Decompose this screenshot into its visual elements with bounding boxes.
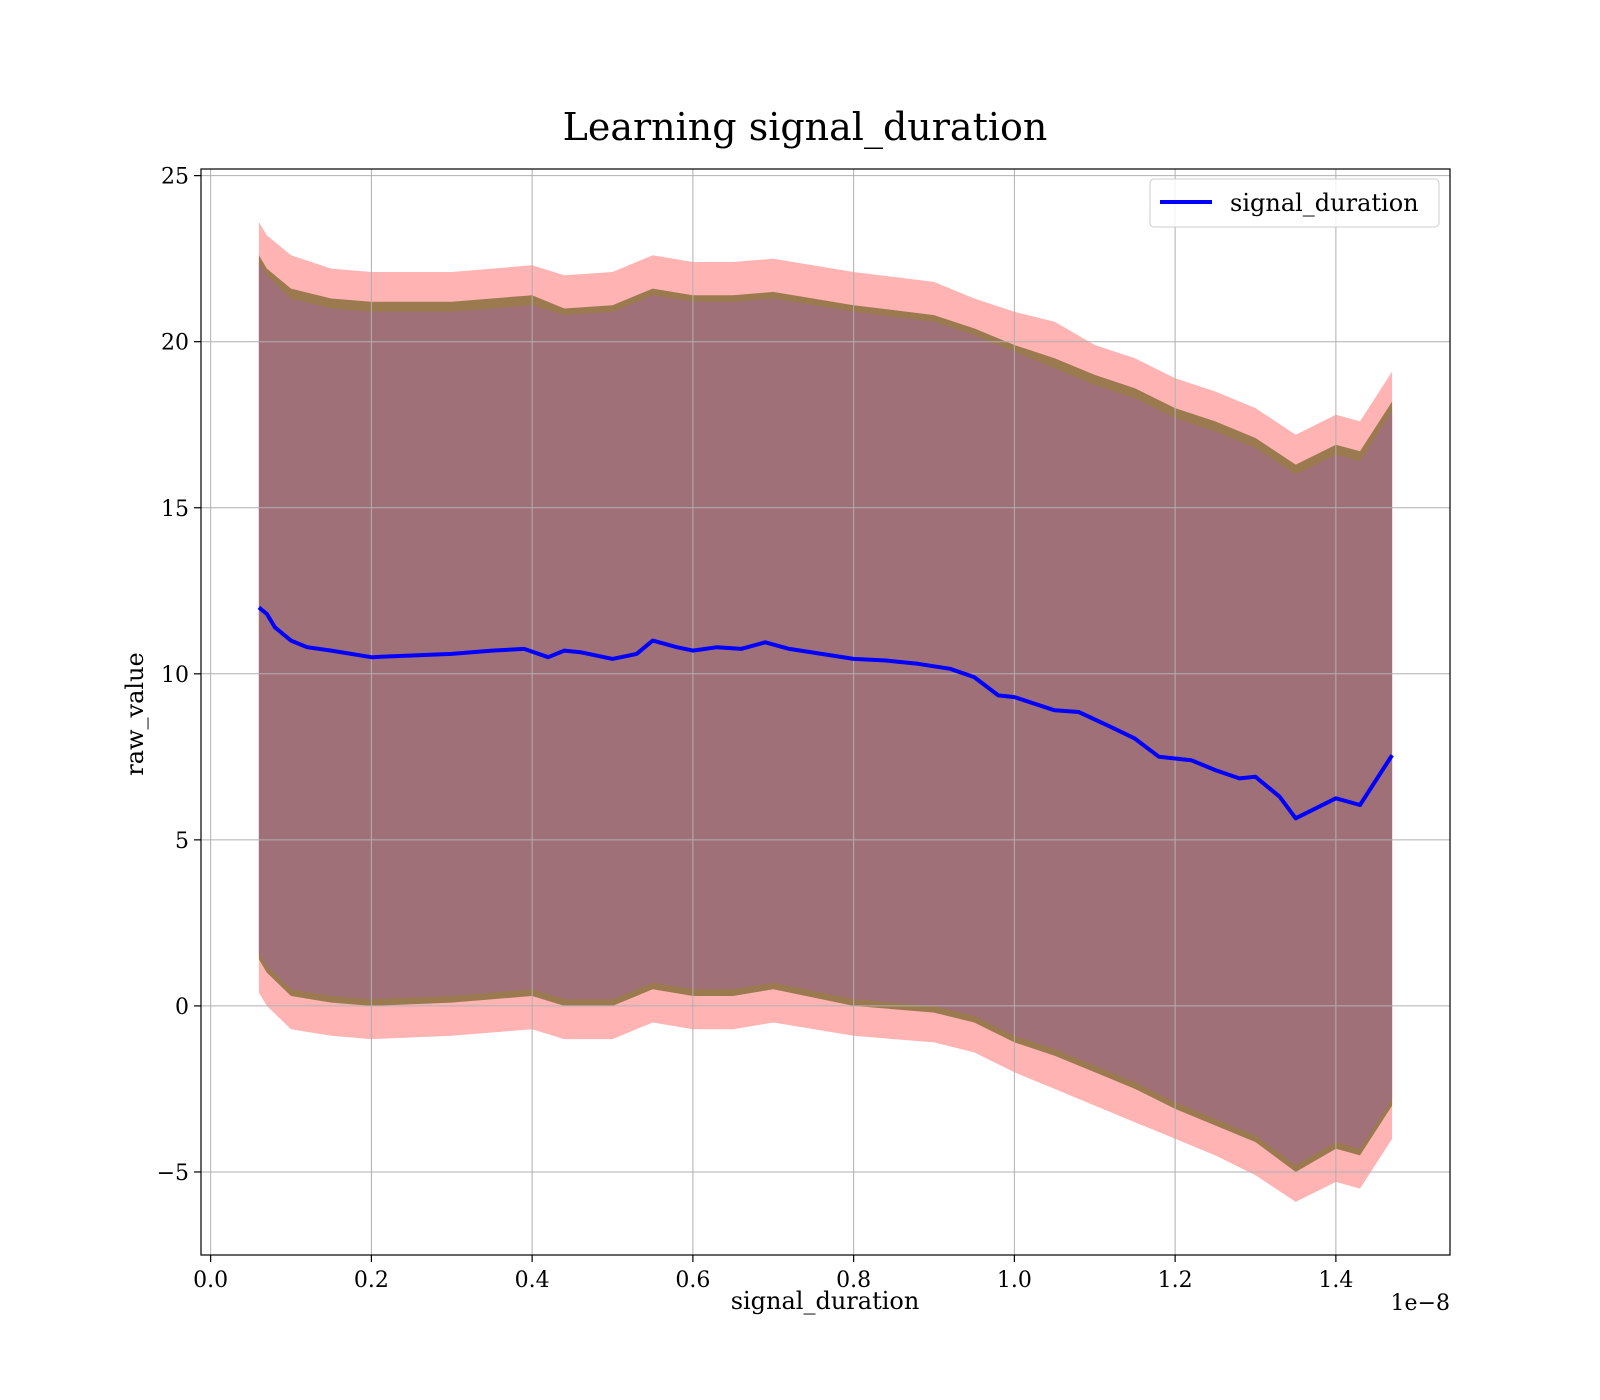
x-tick-label: 0.6 <box>675 1268 710 1293</box>
x-axis-ticks: 0.0 0.2 0.4 0.6 0.8 1.0 1.2 1.4 <box>193 1255 1353 1293</box>
legend-box <box>1149 178 1440 228</box>
y-tick-label: 20 <box>161 331 189 356</box>
plot-frame <box>200 168 1451 1256</box>
y-tick-label: 25 <box>161 165 189 190</box>
legend-label: signal_duration <box>1230 189 1419 217</box>
x-tick-label: 0.4 <box>515 1268 550 1293</box>
x-tick-label: 0.8 <box>836 1268 871 1293</box>
y-tick-label: 15 <box>161 497 189 522</box>
series-line-1 <box>257 605 1394 821</box>
y-tick-label: 0 <box>175 995 189 1020</box>
chart-title: Learning signal_duration <box>563 105 1048 150</box>
y-tick-label: 5 <box>175 829 189 854</box>
series-lines <box>257 605 1394 821</box>
confidence-bands <box>258 222 1393 1202</box>
x-tick-label: 1.0 <box>997 1268 1032 1293</box>
y-tick-label: 10 <box>161 663 189 688</box>
x-tick-label: 0.2 <box>354 1268 389 1293</box>
y-axis-label: raw_value <box>121 652 149 776</box>
grid <box>201 169 1450 1255</box>
x-axis-offset-label: 1e−8 <box>1391 1291 1450 1316</box>
confidence-band-3 <box>258 262 1393 1166</box>
y-axis-ticks: −5 0 5 10 15 20 25 <box>157 165 201 1186</box>
x-tick-label: 0.0 <box>193 1268 228 1293</box>
x-axis-label: signal_duration <box>731 1287 920 1315</box>
y-tick-label: −5 <box>157 1161 189 1186</box>
x-tick-label: 1.2 <box>1158 1268 1193 1293</box>
x-tick-label: 1.4 <box>1318 1268 1353 1293</box>
legend: signal_duration <box>1149 178 1440 228</box>
